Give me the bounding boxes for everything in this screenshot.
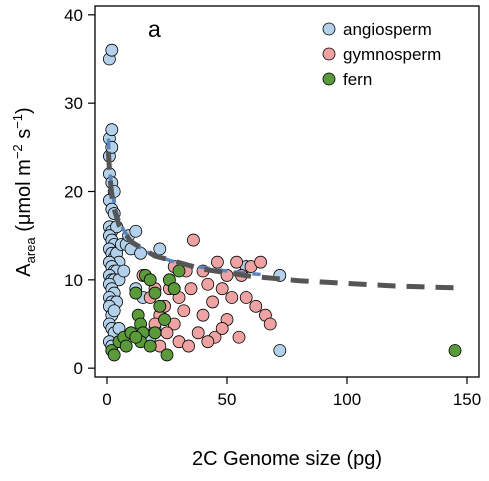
point-gymnosperm xyxy=(210,255,224,269)
point-gymnosperm xyxy=(206,295,220,309)
point-gymnosperm xyxy=(196,308,210,322)
point-gymnosperm xyxy=(160,326,174,340)
point-gymnosperm xyxy=(177,304,191,318)
y-axis-label-unit-s: s xyxy=(13,129,35,145)
point-fern xyxy=(143,339,157,353)
point-fern xyxy=(172,264,186,278)
point-fern xyxy=(158,313,172,326)
y-axis-label: Aarea (μmol m−2 s−1) xyxy=(10,107,38,276)
panel-label: a xyxy=(148,16,161,42)
point-gymnosperm xyxy=(186,233,200,247)
point-gymnosperm xyxy=(225,291,239,304)
x-axis-ticks: 0 50 100 150 xyxy=(102,377,481,409)
point-angiosperm xyxy=(105,123,119,137)
legend: angiosperm gymnosperm fern xyxy=(322,20,441,89)
point-gymnosperm xyxy=(249,299,263,313)
point-fern xyxy=(167,282,181,296)
point-angiosperm xyxy=(153,242,167,256)
data-points xyxy=(103,43,462,362)
legend-marker-angiosperm xyxy=(322,22,336,36)
y-axis-label-close: ) xyxy=(13,107,35,114)
point-fern xyxy=(160,348,174,362)
point-gymnosperm xyxy=(263,317,277,331)
point-gymnosperm xyxy=(184,282,198,296)
fit-lines xyxy=(105,138,456,291)
legend-marker-gymnosperm xyxy=(322,47,336,61)
y-axis-label-exponent-2: −1 xyxy=(10,114,25,129)
point-gymnosperm xyxy=(254,255,268,269)
y-axis-label-exponent-1: −2 xyxy=(10,144,25,159)
point-fern xyxy=(148,286,162,300)
y-axis-label-main: A xyxy=(13,263,35,277)
legend-label-fern: fern xyxy=(343,70,372,89)
x-tick-label: 0 xyxy=(102,390,111,409)
point-angiosperm xyxy=(105,43,119,57)
y-axis-ticks: 0 10 20 30 40 xyxy=(64,6,95,378)
point-gymnosperm xyxy=(232,330,246,344)
point-angiosperm xyxy=(134,246,148,260)
point-gymnosperm xyxy=(191,326,205,340)
y-tick-label: 40 xyxy=(64,6,83,25)
legend-marker-fern xyxy=(322,72,336,86)
axes: 0 50 100 150 0 10 20 30 40 xyxy=(64,5,481,409)
point-fern xyxy=(148,326,162,340)
legend-label-gymnosperm: gymnosperm xyxy=(343,45,441,64)
point-angiosperm xyxy=(129,224,143,238)
point-angiosperm xyxy=(107,304,121,318)
point-gymnosperm xyxy=(215,322,229,335)
point-gymnosperm xyxy=(201,277,215,291)
y-axis-label-unit: (μmol m xyxy=(13,159,35,237)
point-fern xyxy=(129,286,143,300)
point-gymnosperm xyxy=(239,291,253,304)
x-axis-label: 2C Genome size (pg) xyxy=(192,448,382,470)
y-tick-label: 10 xyxy=(64,271,83,290)
point-fern xyxy=(153,299,167,313)
legend-label-angiosperm: angiosperm xyxy=(343,20,432,39)
y-tick-label: 30 xyxy=(64,94,83,113)
point-gymnosperm xyxy=(201,335,215,349)
fit-line-overall xyxy=(105,151,456,291)
x-tick-label: 100 xyxy=(333,390,361,409)
point-gymnosperm xyxy=(215,282,229,296)
point-fern xyxy=(119,339,133,353)
x-tick-label: 150 xyxy=(453,390,481,409)
point-gymnosperm xyxy=(230,255,244,269)
point-fern xyxy=(143,273,157,287)
point-gymnosperm xyxy=(182,339,196,353)
y-tick-label: 20 xyxy=(64,183,83,202)
y-tick-label: 0 xyxy=(74,359,83,378)
point-angiosperm xyxy=(117,264,131,278)
y-axis-label-subscript: area xyxy=(23,237,38,264)
point-angiosperm xyxy=(273,344,287,357)
x-tick-label: 50 xyxy=(218,390,237,409)
point-fern xyxy=(129,330,143,344)
point-fern xyxy=(448,344,462,357)
point-fern xyxy=(107,348,121,362)
